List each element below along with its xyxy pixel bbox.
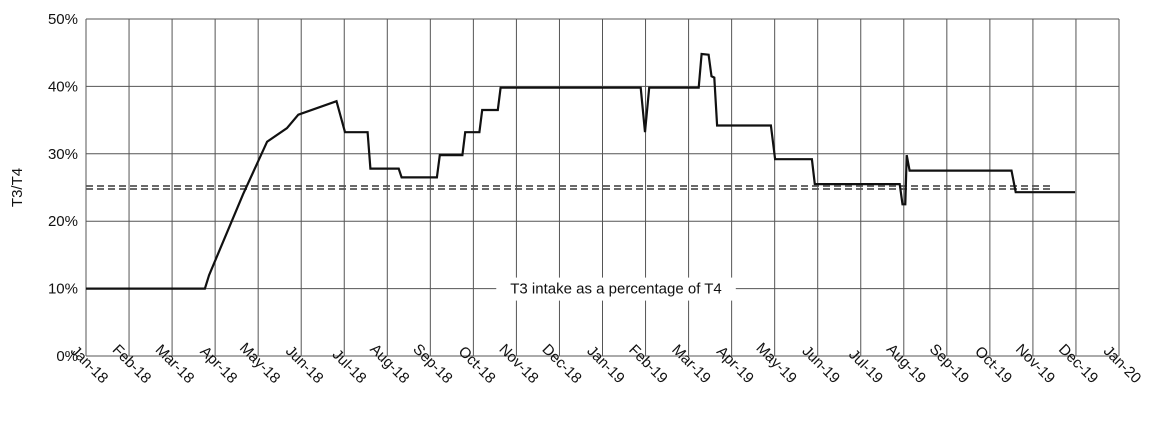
x-tick-label: Sep-18 bbox=[409, 341, 455, 387]
x-tick-label: Jan-19 bbox=[583, 343, 627, 387]
x-tick-label: Dec-18 bbox=[539, 341, 585, 387]
grid-lines bbox=[85, 18, 1120, 357]
x-tick-label: May-19 bbox=[753, 340, 800, 387]
y-tick-label: 30% bbox=[48, 146, 78, 163]
x-tick-label: Jul-18 bbox=[329, 346, 370, 387]
x-tick-label: Jun-19 bbox=[799, 343, 843, 387]
x-tick-label: Jan-20 bbox=[1100, 343, 1144, 387]
x-tick-label: Mar-18 bbox=[152, 341, 198, 387]
y-tick-label: 50% bbox=[48, 11, 78, 28]
x-tick-label: Sep-19 bbox=[926, 341, 972, 387]
y-tick-label: 20% bbox=[48, 213, 78, 230]
series-group bbox=[86, 52, 1076, 290]
y-axis-label: T3/T4 bbox=[9, 168, 26, 207]
x-tick-label: May-18 bbox=[236, 340, 283, 387]
x-tick-label: Apr-19 bbox=[713, 343, 757, 387]
x-tick-label: Feb-18 bbox=[109, 341, 155, 387]
y-tick-label: 40% bbox=[48, 78, 78, 95]
x-tick-label: Dec-19 bbox=[1055, 341, 1101, 387]
x-tick-label: Nov-18 bbox=[496, 341, 542, 387]
x-tick-label: Mar-19 bbox=[668, 341, 714, 387]
x-tick-label: Jul-19 bbox=[845, 346, 886, 387]
x-tick-label: Aug-18 bbox=[366, 341, 412, 387]
chart-annotation: T3 intake as a percentage of T4 bbox=[510, 281, 722, 298]
y-tick-labels: 0% 10% 20% 30% 40% 50% bbox=[48, 11, 78, 365]
y-tick-label: 10% bbox=[48, 281, 78, 298]
annotation-background bbox=[496, 277, 736, 301]
x-tick-label: Nov-19 bbox=[1012, 341, 1058, 387]
x-tick-label: Apr-18 bbox=[197, 343, 241, 387]
x-tick-label: Aug-19 bbox=[883, 341, 929, 387]
x-tick-label: Oct-18 bbox=[455, 343, 499, 387]
x-tick-label: Jun-18 bbox=[282, 343, 326, 387]
y-tick-label: 0% bbox=[56, 348, 78, 365]
x-tick-label: Oct-19 bbox=[971, 343, 1015, 387]
series-line bbox=[86, 52, 1076, 290]
x-tick-label: Feb-19 bbox=[625, 341, 671, 387]
